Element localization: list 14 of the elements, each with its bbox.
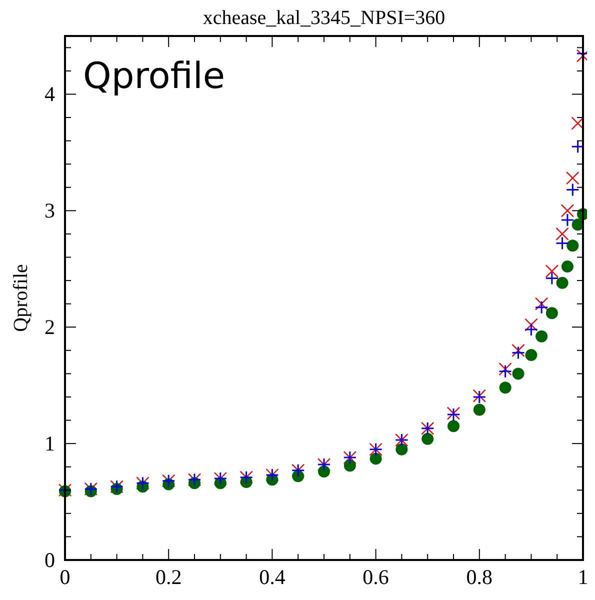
annotation: Qprofile (83, 56, 226, 97)
x-tick-label: 0.6 (362, 565, 389, 589)
x-tick-label: 0 (60, 565, 70, 589)
y-tick-label: 3 (44, 198, 55, 223)
y-tick-label: 0 (44, 548, 55, 572)
x-tick-label: 0.2 (155, 565, 182, 589)
x-tick-label: 1 (578, 565, 588, 589)
x-tick-label: 0.8 (466, 565, 493, 589)
y-tick-label: 1 (44, 432, 55, 456)
y-tick-label: 2 (44, 315, 55, 340)
y-tick-label: 4 (44, 82, 56, 106)
x-tick-label: 0.4 (259, 565, 286, 589)
y-axis-title: Qprofile (10, 264, 32, 332)
chart-title: xchease_kal_3345_NPSI=360 (202, 7, 446, 29)
